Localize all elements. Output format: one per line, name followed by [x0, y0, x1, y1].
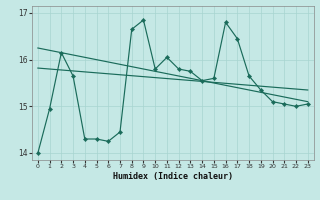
X-axis label: Humidex (Indice chaleur): Humidex (Indice chaleur): [113, 172, 233, 181]
